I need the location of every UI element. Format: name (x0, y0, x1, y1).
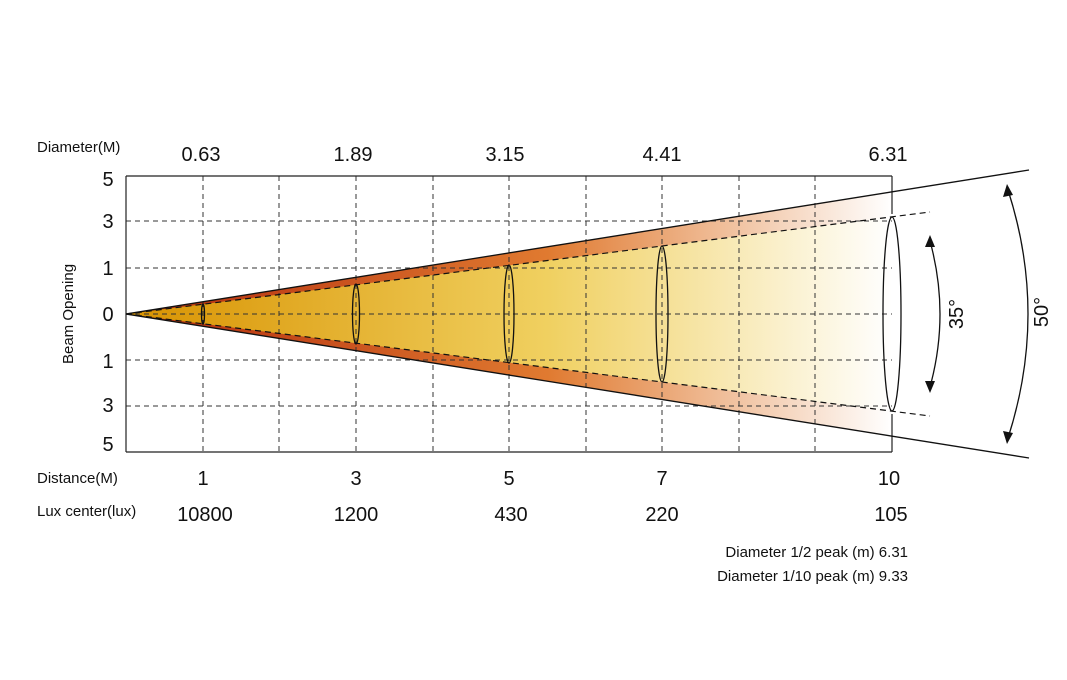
lux-value: 10800 (177, 504, 233, 526)
diameter-value: 6.31 (868, 144, 908, 166)
distance-value: 1 (197, 468, 209, 490)
arrowhead-50-bottom (1003, 431, 1013, 444)
beam-section-1m (200, 303, 206, 325)
beam-section-5m (503, 264, 515, 364)
y-tick-label: 5 (102, 434, 114, 456)
diameter-row-title: Diameter(M) (37, 139, 121, 156)
angle-35-label: 35° (946, 299, 968, 329)
lux-value: 105 (874, 504, 908, 526)
distance-value: 10 (877, 468, 901, 490)
inner-beam-cone (126, 212, 930, 416)
y-tick-label: 5 (102, 169, 114, 191)
distance-row-title: Distance(M) (37, 470, 118, 487)
diameter-value: 3.15 (485, 144, 525, 166)
diameter-value: 1.89 (333, 144, 373, 166)
angle-50-arc (1007, 189, 1029, 439)
arrowhead-50-top (1003, 184, 1013, 197)
y-tick-label: 1 (102, 258, 114, 280)
lux-value: 220 (645, 504, 679, 526)
arrowhead-35-bottom (925, 381, 935, 393)
lux-row-title: Lux center(lux) (37, 503, 137, 520)
inner-cone-edges (125, 211, 931, 417)
chart-frame (125, 175, 893, 453)
angle-50-label: 50° (1031, 297, 1053, 327)
y-tick-label: 3 (102, 395, 114, 417)
y-axis-title: Beam Opening (60, 264, 77, 364)
y-tick-label: 0 (102, 304, 114, 326)
distance-value: 5 (503, 468, 515, 490)
beam-section-10m (882, 216, 902, 412)
diameter-value: 0.63 (181, 144, 221, 166)
lux-value: 1200 (333, 504, 379, 526)
half-peak-diameter-note: Diameter 1/2 peak (m) 6.31 (725, 544, 908, 561)
distance-value: 3 (350, 468, 362, 490)
arrowhead-35-top (925, 235, 935, 247)
tenth-peak-diameter-note: Diameter 1/10 peak (m) 9.33 (717, 568, 908, 585)
distance-value: 7 (656, 468, 668, 490)
outer-cone-edges (125, 169, 1030, 459)
beam-cross-sections (200, 216, 902, 412)
diameter-value: 4.41 (642, 144, 682, 166)
angle-35-arc (929, 240, 941, 388)
lux-value: 430 (494, 504, 528, 526)
beam-section-3m (351, 283, 361, 345)
y-tick-label: 3 (102, 211, 114, 233)
y-tick-label: 1 (102, 351, 114, 373)
beam-section-7m (655, 245, 669, 383)
grid (126, 176, 892, 452)
